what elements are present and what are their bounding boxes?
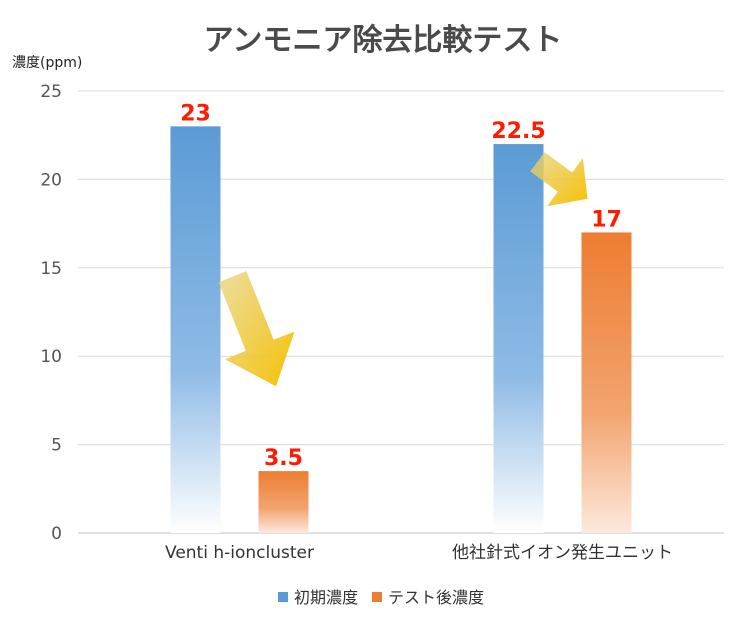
y-axis-label: 濃度(ppm) xyxy=(12,55,82,71)
bar-series-1-cat-2 xyxy=(493,144,544,534)
legend: 初期濃度 テスト後濃度 xyxy=(278,588,484,607)
bars xyxy=(170,126,632,534)
data-labels: 23 3.5 22.5 17 xyxy=(178,99,624,473)
arrow-icon xyxy=(218,271,295,387)
x-axis-ticks: Venti h-ioncluster 他社針式イオン発生ユニット xyxy=(165,543,673,563)
bar-series-1-cat-1 xyxy=(170,126,221,534)
y-tick-label: 10 xyxy=(40,347,62,367)
y-axis-ticks: 0 5 10 15 20 25 xyxy=(40,82,62,544)
data-label: 17 xyxy=(591,207,622,232)
data-label: 3.5 xyxy=(264,446,303,471)
y-tick-label: 20 xyxy=(40,170,62,190)
y-tick-label: 5 xyxy=(51,436,62,456)
annotation-arrows xyxy=(218,152,588,387)
legend-swatch-series-2 xyxy=(372,592,382,602)
y-tick-label: 15 xyxy=(40,259,62,279)
x-tick-label: 他社針式イオン発生ユニット xyxy=(452,543,673,563)
data-label: 22.5 xyxy=(491,119,545,144)
chart-title: アンモニア除去比較テスト xyxy=(204,23,563,58)
y-tick-label: 25 xyxy=(40,82,62,102)
data-label: 23 xyxy=(180,101,211,126)
arrow-icon xyxy=(530,152,588,207)
bar-series-2-cat-2 xyxy=(581,232,632,533)
legend-swatch-series-1 xyxy=(278,592,288,602)
bar-series-2-cat-1 xyxy=(258,471,309,533)
x-tick-label: Venti h-ioncluster xyxy=(165,543,314,563)
legend-label-series-2: テスト後濃度 xyxy=(388,588,484,607)
legend-label-series-1: 初期濃度 xyxy=(294,588,358,607)
y-tick-label: 0 xyxy=(51,524,62,544)
